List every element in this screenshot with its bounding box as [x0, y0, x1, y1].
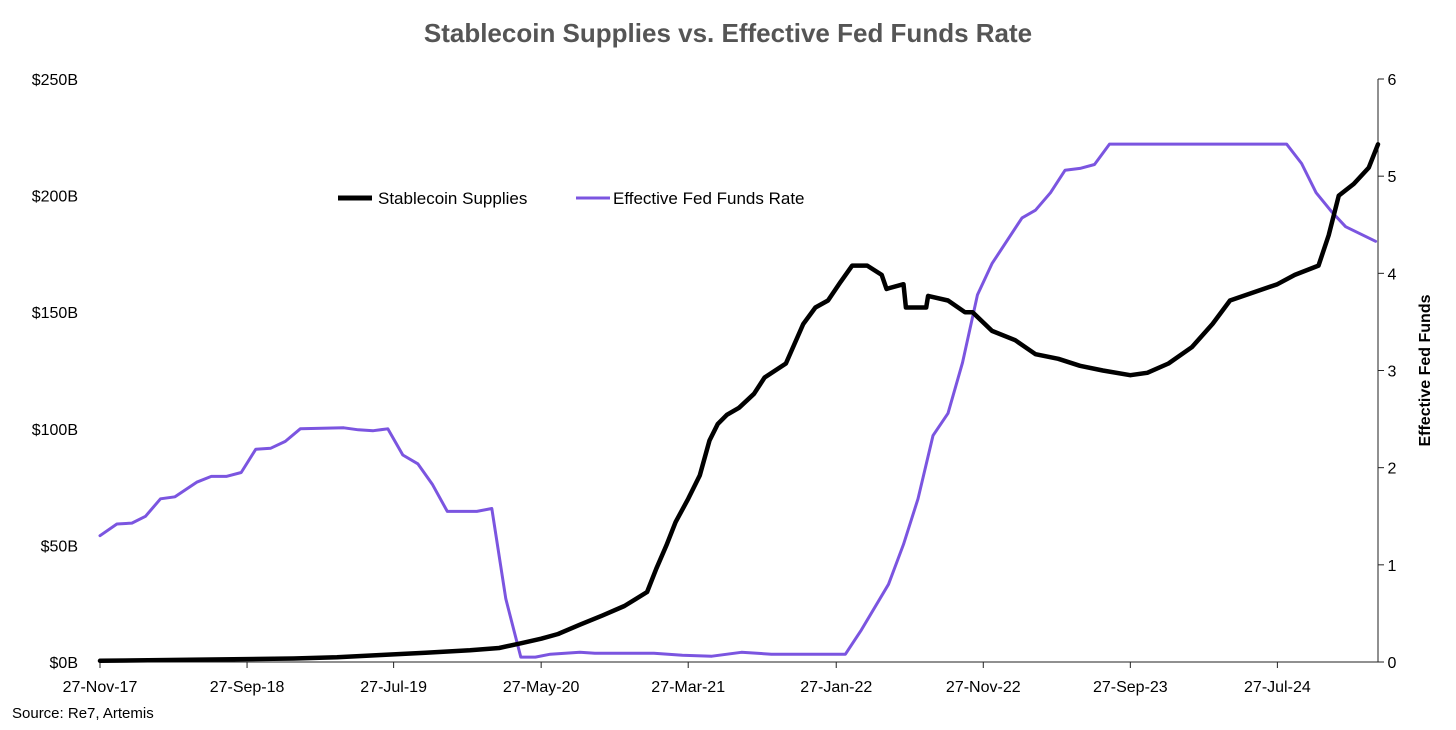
- series-line-effective-fed-funds-rate: [98, 142, 1378, 659]
- x-tick-label: 27-Jul-24: [1244, 679, 1311, 696]
- left-axis-ticks: $0B $50B $100B $150B $200B $250B: [32, 72, 78, 672]
- series-line-stablecoin-supplies: [97, 142, 1381, 664]
- left-tick-label: $200B: [32, 189, 78, 206]
- x-tick-label: 27-May-20: [503, 679, 580, 696]
- left-tick-label: $150B: [32, 305, 78, 322]
- chart-title: Stablecoin Supplies vs. Effective Fed Fu…: [424, 18, 1032, 48]
- series-layer: [97, 142, 1381, 664]
- legend-label-stablecoin: Stablecoin Supplies: [378, 189, 527, 208]
- right-tick-label: 0: [1388, 655, 1397, 672]
- right-tick-label: 3: [1388, 364, 1397, 381]
- left-tick-label: $250B: [32, 72, 78, 89]
- right-tick-label: 2: [1388, 461, 1397, 478]
- source-note: Source: Re7, Artemis: [12, 705, 154, 722]
- left-tick-label: $0B: [50, 655, 78, 672]
- x-tick-label: 27-Mar-21: [651, 679, 725, 696]
- x-tick-label: 27-Sep-18: [210, 679, 285, 696]
- right-axis-title: Effective Fed Funds: [1417, 294, 1434, 446]
- right-axis-ticks: 0 1 2 3 4 5 6: [1378, 72, 1397, 672]
- right-tick-label: 6: [1388, 72, 1397, 89]
- x-tick-label: 27-Jul-19: [360, 679, 427, 696]
- legend-label-fed-funds: Effective Fed Funds Rate: [613, 189, 805, 208]
- x-tick-label: 27-Nov-22: [946, 679, 1021, 696]
- x-tick-label: 27-Sep-23: [1093, 679, 1168, 696]
- x-tick-label: 27-Nov-17: [63, 679, 138, 696]
- left-tick-label: $50B: [41, 538, 78, 555]
- right-tick-label: 1: [1388, 558, 1397, 575]
- right-tick-label: 4: [1388, 266, 1397, 283]
- left-tick-label: $100B: [32, 422, 78, 439]
- right-tick-label: 5: [1388, 169, 1397, 186]
- legend: Stablecoin Supplies Effective Fed Funds …: [338, 189, 805, 208]
- x-tick-label: 27-Jan-22: [800, 679, 872, 696]
- x-axis-ticks: 27-Nov-17 27-Sep-18 27-Jul-19 27-May-20 27-M…: [63, 662, 1311, 696]
